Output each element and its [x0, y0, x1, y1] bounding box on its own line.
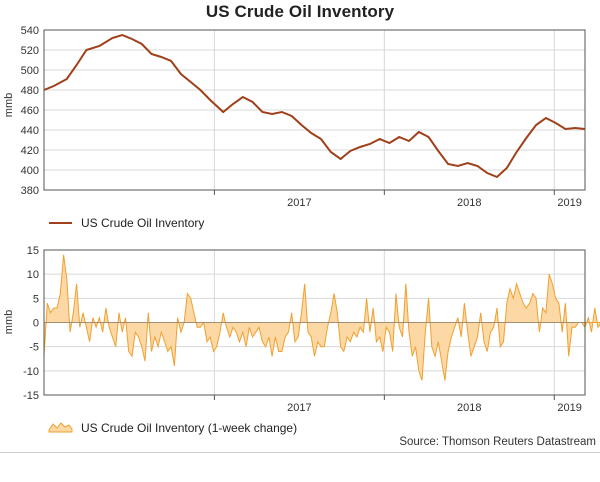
- change-x-tick-labels: 2017 2018 2019: [287, 402, 582, 414]
- level-chart-panel: 380 400 420 440 460 480 500 520 540 2017 2018 2019…: [3, 25, 586, 230]
- change-y-axis-label: mmb: [3, 310, 15, 334]
- change-chart-panel: -15 -10 -5 0 5 10 15 2017 2018 2019 mmb US Crude…: [3, 245, 600, 435]
- source-note: Source: Thomson Reuters Datastream: [399, 436, 596, 448]
- legend-change: US Crude Oil Inventory (1-week change): [48, 421, 297, 435]
- level-y-tick-labels: 380 400 420 440 460 480 500 520 540: [21, 25, 39, 197]
- y-tick-label: 400: [21, 165, 39, 177]
- level-plot-frame: [43, 29, 586, 191]
- x-tick-label: 2017: [287, 197, 311, 209]
- x-tick-label: 2019: [557, 197, 581, 209]
- x-tick-label: 2018: [457, 197, 481, 209]
- level-y-axis-label: mmb: [3, 93, 15, 117]
- series-line-us-crude-oil-inventory: [43, 33, 586, 179]
- x-tick-label: 2018: [457, 402, 481, 414]
- change-plot-frame: [43, 249, 586, 396]
- y-tick-label: -15: [23, 390, 39, 402]
- x-tick-label: 2019: [557, 402, 581, 414]
- y-tick-label: 10: [27, 269, 39, 281]
- y-tick-label: 480: [21, 85, 39, 97]
- legend-level: US Crude Oil Inventory: [49, 216, 204, 230]
- footer-divider: [0, 452, 600, 453]
- series-area-weekly-change: [43, 254, 600, 381]
- x-tick-label: 2017: [287, 402, 311, 414]
- y-tick-label: 520: [21, 45, 39, 57]
- y-tick-label: 440: [21, 125, 39, 137]
- legend-label-level: US Crude Oil Inventory: [81, 216, 204, 230]
- y-tick-label: 0: [33, 318, 39, 330]
- legend-label-change: US Crude Oil Inventory (1-week change): [81, 421, 297, 435]
- legend-swatch-change: [48, 422, 73, 433]
- y-tick-label: 5: [33, 293, 39, 305]
- y-tick-label: 540: [21, 25, 39, 37]
- y-tick-label: 460: [21, 105, 39, 117]
- level-x-tick-labels: 2017 2018 2019: [287, 197, 582, 209]
- y-tick-label: -5: [29, 342, 39, 354]
- y-tick-label: 420: [21, 145, 39, 157]
- y-tick-label: 15: [27, 245, 39, 257]
- y-tick-label: 500: [21, 65, 39, 77]
- chart-title: US Crude Oil Inventory: [205, 2, 395, 21]
- y-tick-label: -10: [23, 366, 39, 378]
- change-y-tick-labels: -15 -10 -5 0 5 10 15: [23, 245, 39, 402]
- y-tick-label: 380: [21, 185, 39, 197]
